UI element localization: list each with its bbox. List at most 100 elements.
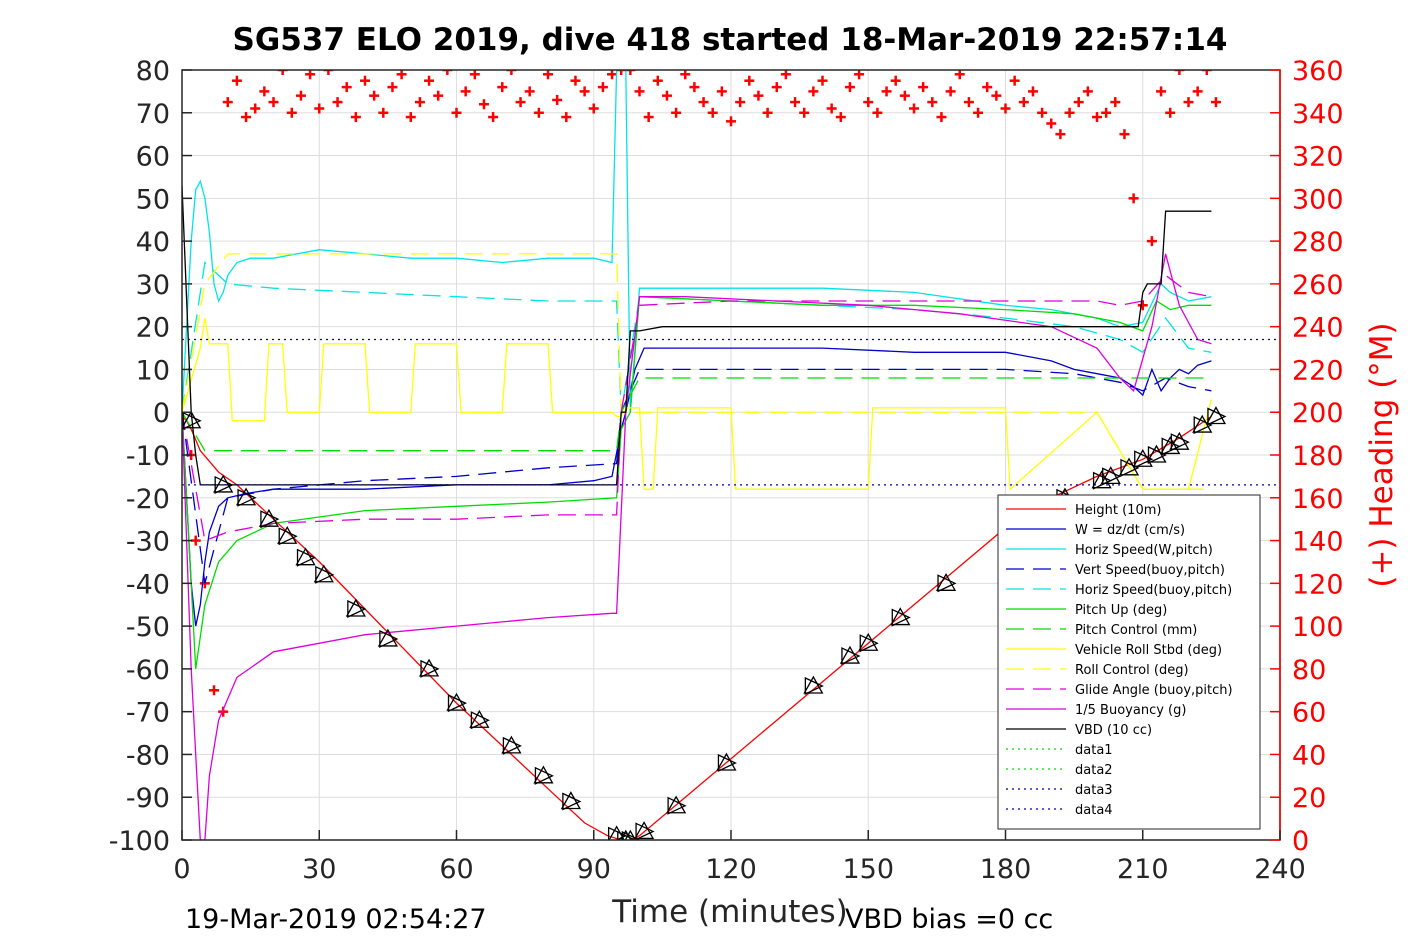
depth-marker <box>182 410 202 430</box>
legend-entry: Horiz Speed(W,pitch) <box>1006 543 1213 558</box>
plot-area <box>182 70 1280 840</box>
y-right-tick-label: 80 <box>1292 655 1326 686</box>
heading-marker <box>680 70 691 80</box>
legend-entry: Glide Angle (buoy,pitch) <box>1006 683 1233 698</box>
heading-marker <box>936 112 947 123</box>
x-axis-label: Time (minutes) <box>611 894 847 930</box>
legend-entry: 1/5 Buoyancy (g) <box>1006 703 1186 718</box>
heading-marker <box>973 107 984 118</box>
heading-marker <box>524 86 535 97</box>
y-tick-label: -20 <box>126 484 170 515</box>
heading-marker <box>771 82 782 93</box>
heading-marker <box>643 112 654 123</box>
heading-marker <box>881 86 892 97</box>
depth-marker <box>716 752 737 773</box>
legend-box <box>997 494 1261 830</box>
heading-marker <box>597 82 608 93</box>
heading-marker <box>698 97 709 108</box>
legend-entry: Horiz Speed(buoy,pitch) <box>1006 583 1232 598</box>
legend-label: data1 <box>1075 743 1113 758</box>
legend-label: VBD (10 cc) <box>1075 723 1152 738</box>
heading-marker <box>268 97 279 108</box>
depth-marker <box>633 821 655 840</box>
depth-marker <box>377 628 399 648</box>
heading-marker <box>1092 112 1102 123</box>
y-right-tick-label: 280 <box>1292 227 1344 258</box>
y-tick-label: 30 <box>136 270 170 301</box>
vbd-bias-label: VBD bias =0 cc <box>845 904 1053 935</box>
depth-marker <box>469 709 490 730</box>
heading-marker <box>826 103 837 114</box>
heading-marker <box>844 82 855 93</box>
y-axis-left: 80 70 60 50 40 30 20 10 0 -10 -20 -30 -40 -50 -60 -70 -8… <box>109 56 192 857</box>
y-tick-label: 0 <box>153 398 170 429</box>
heading-marker <box>872 107 883 118</box>
heading-marker <box>1073 97 1084 108</box>
heading-marker <box>1046 118 1057 129</box>
depth-marker <box>501 735 522 755</box>
series-line-3 <box>182 368 1212 584</box>
x-tick-label: 30 <box>302 854 336 885</box>
legend-label: Horiz Speed(buoy,pitch) <box>1075 583 1232 598</box>
heading-marker <box>716 86 727 97</box>
depth-marker <box>418 658 440 678</box>
heading-marker <box>625 70 636 75</box>
series-line-5 <box>182 296 1212 669</box>
heading-marker <box>790 97 801 108</box>
heading-marker <box>982 82 993 93</box>
heading-marker <box>1156 86 1167 97</box>
heading-marker <box>954 70 965 80</box>
heading-marker <box>780 70 791 80</box>
legend-label: Vehicle Roll Stbd (deg) <box>1075 643 1222 658</box>
y-tick-label: -80 <box>126 740 170 771</box>
heading-marker <box>433 90 444 101</box>
heading-marker <box>1183 97 1194 108</box>
heading-marker <box>396 70 407 80</box>
heading-marker <box>515 97 526 108</box>
end-time-label: 19-Mar-2019 02:54:27 <box>185 904 487 935</box>
legend-entry: Vehicle Roll Stbd (deg) <box>1006 643 1222 658</box>
depth-marker <box>665 795 687 815</box>
y-right-tick-label: 140 <box>1292 527 1344 558</box>
heading-marker <box>707 107 718 118</box>
x-tick-label: 150 <box>842 854 894 885</box>
heading-marker <box>360 75 370 86</box>
y-tick-label: -30 <box>126 527 170 558</box>
heading-marker <box>579 86 590 97</box>
legend-entry: Pitch Up (deg) <box>1006 603 1167 618</box>
y-tick-label: 40 <box>136 227 170 258</box>
legend-label: W = dz/dt (cm/s) <box>1075 523 1185 538</box>
series-line-7 <box>182 317 1213 491</box>
y-tick-label: 10 <box>136 355 170 386</box>
heading-marker <box>533 107 544 118</box>
heading-marker <box>1009 75 1020 86</box>
heading-marker <box>341 82 352 93</box>
heading-marker <box>835 112 846 123</box>
y-right-tick-label: 60 <box>1292 698 1326 729</box>
y-tick-label: 60 <box>136 142 170 173</box>
heading-marker <box>570 75 581 86</box>
depth-marker <box>345 598 367 619</box>
heading-marker <box>1146 236 1157 247</box>
heading-marker <box>442 70 453 75</box>
legend: Height (10m) W = dz/dt (cm/s) Horiz Speed(… <box>997 494 1261 830</box>
heading-marker <box>332 97 343 108</box>
depth-marker <box>533 765 554 785</box>
legend-entry: Height (10m) <box>1006 503 1161 518</box>
heading-marker <box>1192 86 1203 97</box>
heading-marker <box>323 70 334 75</box>
heading-marker <box>277 70 288 75</box>
heading-marker <box>726 116 736 127</box>
heading-marker <box>753 90 764 101</box>
heading-marker <box>424 75 435 86</box>
y-tick-label: -70 <box>126 698 170 729</box>
series-line-4 <box>182 261 1212 413</box>
heading-marker <box>314 103 325 114</box>
heading-marker <box>1174 70 1185 75</box>
y-right-tick-label: 20 <box>1292 783 1326 814</box>
legend-label: data4 <box>1075 803 1113 818</box>
x-tick-label: 240 <box>1254 854 1306 885</box>
heading-marker <box>1210 97 1221 108</box>
heading-marker <box>451 107 462 118</box>
legend-label: Glide Angle (buoy,pitch) <box>1075 683 1233 698</box>
